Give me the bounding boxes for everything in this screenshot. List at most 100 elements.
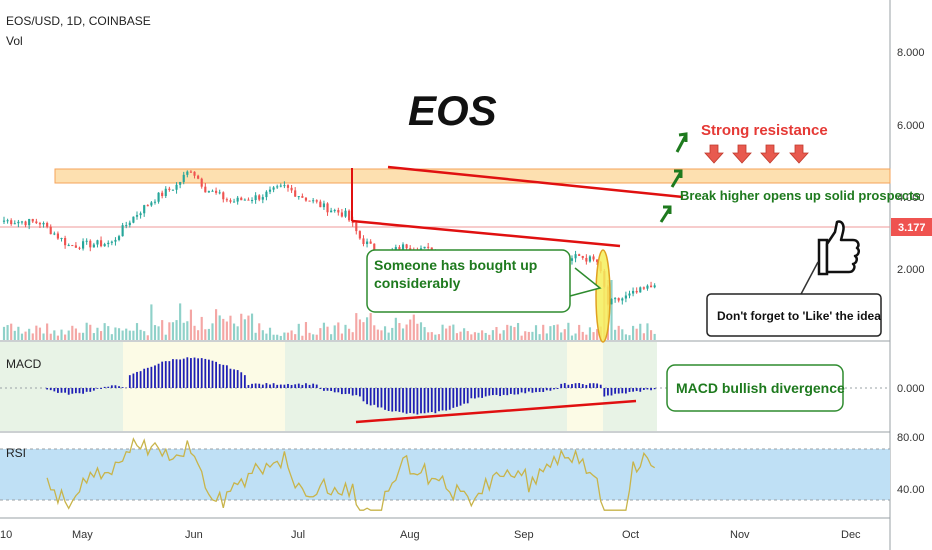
volume-bar bbox=[409, 319, 412, 340]
volume-bar bbox=[344, 324, 347, 340]
macd-bar bbox=[287, 383, 289, 388]
candle-body bbox=[143, 205, 146, 214]
rsi-line bbox=[46, 437, 656, 511]
candle-body bbox=[197, 175, 200, 179]
candle-body bbox=[240, 197, 243, 201]
macd-bar bbox=[157, 363, 160, 388]
macd-bar bbox=[556, 388, 559, 389]
candle-body bbox=[423, 246, 426, 249]
arrow-down-icon bbox=[704, 144, 724, 164]
volume-bar bbox=[42, 333, 45, 340]
volume-bar bbox=[380, 330, 383, 340]
candle-body bbox=[225, 199, 228, 201]
macd-bar bbox=[520, 388, 523, 393]
macd-bar bbox=[190, 358, 192, 388]
volume-bar bbox=[387, 332, 390, 340]
candle-body bbox=[161, 192, 164, 197]
macd-bar bbox=[513, 388, 516, 395]
macd-callout bbox=[666, 364, 844, 412]
macd-bar bbox=[233, 369, 235, 388]
macd-divergence-line bbox=[355, 399, 637, 424]
macd-bar bbox=[164, 361, 167, 388]
candle-body bbox=[139, 213, 142, 216]
volume-bar bbox=[563, 329, 566, 340]
macd-bar bbox=[301, 384, 304, 388]
candle-body bbox=[639, 287, 642, 293]
macd-bar bbox=[445, 388, 448, 411]
candle-body bbox=[78, 247, 81, 249]
volume-bar bbox=[337, 322, 340, 340]
macd-bar bbox=[276, 384, 279, 388]
macd-bar bbox=[398, 388, 401, 412]
volume-bar bbox=[614, 329, 617, 340]
volume-bar bbox=[423, 327, 426, 340]
macd-bar bbox=[258, 383, 261, 388]
macd-bar bbox=[64, 388, 67, 393]
volume-bar bbox=[376, 329, 379, 340]
macd-bar bbox=[427, 388, 430, 413]
macd-bar bbox=[466, 388, 469, 404]
candle-body bbox=[312, 200, 315, 202]
arrow-down-icon bbox=[760, 144, 780, 164]
strong-resistance-label: Strong resistance bbox=[701, 122, 828, 139]
macd-bar bbox=[200, 358, 203, 388]
volume-bar bbox=[552, 325, 556, 340]
candle-body bbox=[326, 203, 329, 213]
volume-bar bbox=[531, 331, 534, 340]
candle-body bbox=[653, 285, 656, 288]
volume-bar bbox=[247, 315, 250, 340]
macd-bar bbox=[222, 364, 225, 388]
macd-bar bbox=[621, 388, 624, 394]
candle-body bbox=[92, 244, 95, 248]
volume-bar bbox=[110, 334, 113, 340]
candle-body bbox=[401, 244, 405, 251]
macd-bar bbox=[610, 388, 613, 396]
volume-bar bbox=[437, 334, 441, 340]
candle-body bbox=[96, 240, 99, 245]
macd-bar bbox=[391, 388, 394, 412]
price-axis: 8.000 6.000 4.000 2.000 3.177 0.000 80.0… bbox=[891, 47, 932, 496]
candle-body bbox=[236, 197, 239, 202]
macd-bar bbox=[420, 388, 422, 414]
volume-bar bbox=[463, 328, 466, 340]
candle-body bbox=[646, 285, 649, 289]
candle-body bbox=[247, 199, 250, 201]
macd-bar bbox=[509, 388, 512, 394]
rsi-background bbox=[0, 448, 890, 501]
candle-body bbox=[110, 241, 113, 243]
volume-bar bbox=[225, 321, 228, 340]
candle-body bbox=[24, 221, 27, 226]
bought-label: Someone has bought up considerably bbox=[374, 257, 538, 291]
volume-bar bbox=[132, 330, 135, 340]
macd-bar bbox=[71, 388, 74, 394]
macd-bar bbox=[308, 384, 311, 388]
volume-bar bbox=[56, 335, 59, 340]
macd-bar bbox=[132, 373, 135, 388]
macd-bar bbox=[624, 388, 627, 394]
price-tick-label: 6.000 bbox=[897, 120, 925, 132]
candle-body bbox=[128, 222, 131, 226]
volume-bar bbox=[588, 327, 592, 340]
candle-body bbox=[290, 187, 293, 191]
volume-bar bbox=[322, 322, 326, 340]
macd-bar bbox=[74, 388, 77, 394]
candle-body bbox=[28, 218, 31, 226]
volume-bar bbox=[304, 322, 308, 340]
breakout-label: Break higher opens up solid prospects bbox=[680, 188, 921, 203]
macd-bar bbox=[517, 388, 519, 395]
volume-bar bbox=[556, 324, 559, 340]
volume-bar bbox=[427, 332, 430, 340]
macd-bar bbox=[229, 368, 232, 388]
time-tick-label: Oct bbox=[622, 529, 639, 541]
volume-spike-highlight bbox=[595, 249, 611, 343]
macd-bar bbox=[100, 388, 102, 389]
volume-bar bbox=[17, 326, 20, 340]
volume-bar bbox=[484, 332, 487, 340]
volume-bar bbox=[20, 333, 24, 340]
volume-bar bbox=[542, 324, 545, 340]
volume-bar bbox=[330, 334, 333, 340]
volume-bar bbox=[294, 334, 297, 340]
macd-bar bbox=[337, 388, 340, 393]
volume-bar bbox=[355, 313, 358, 340]
